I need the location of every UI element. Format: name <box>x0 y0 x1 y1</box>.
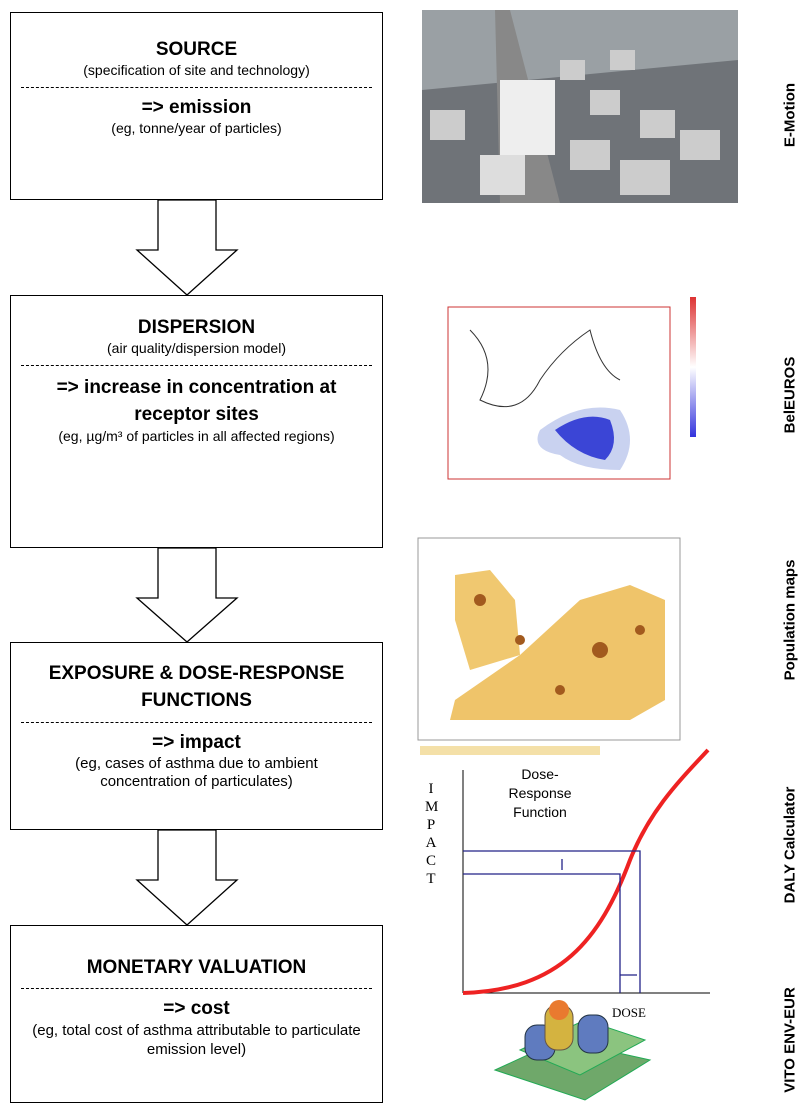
traffic-photo <box>422 10 738 203</box>
flow-box: EXPOSURE & DOSE-RESPONSE FUNCTIONS => im… <box>10 642 383 830</box>
tool-label: VITO ENV-EUR <box>782 987 798 1093</box>
box-result: => increase in concentration at receptor… <box>21 374 372 428</box>
box-subtitle: (air quality/dispersion model) <box>21 340 372 357</box>
tool-label: E-Motion <box>782 83 798 147</box>
box-example: (eg, µg/m³ of particles in all affected … <box>21 428 372 444</box>
page: {"boxes": [ {"title": "SOURCE", "subtitl… <box>0 0 798 1111</box>
box-example: (eg, total cost of asthma attributable t… <box>21 1021 372 1059</box>
box-title: DISPERSION <box>21 316 372 340</box>
flow-arrow <box>137 830 237 925</box>
box-title: MONETARY VALUATION <box>21 956 372 980</box>
tool-label: BelEUROS <box>782 357 798 434</box>
box-result: => impact <box>21 731 372 755</box>
flow-arrow <box>137 200 237 295</box>
box-result: => emission <box>21 96 372 120</box>
box-result: => cost <box>21 997 372 1021</box>
box-example: (eg, tonne/year of particles) <box>21 120 372 136</box>
box-example: (eg, cases of asthma due to ambient conc… <box>21 755 372 791</box>
x-axis-label: DOSE <box>612 1005 646 1021</box>
population-map <box>418 538 680 755</box>
flow-arrow <box>137 548 237 642</box>
chart-title: Dose-Response Function <box>490 765 590 822</box>
tool-label: Population maps <box>782 560 798 681</box>
dispersion-map <box>418 297 696 493</box>
tool-label: DALY Calculator <box>782 787 798 904</box>
flow-box: DISPERSION (air quality/dispersion model… <box>10 295 383 548</box>
box-title: SOURCE <box>21 38 372 62</box>
box-subtitle: (specification of site and technology) <box>21 62 372 79</box>
flow-box: SOURCE (specification of site and techno… <box>10 12 383 200</box>
y-axis-label: IMPACT <box>425 780 437 888</box>
box-title: EXPOSURE & DOSE-RESPONSE FUNCTIONS <box>21 660 372 714</box>
flow-box: MONETARY VALUATION => cost (eg, total co… <box>10 925 383 1103</box>
